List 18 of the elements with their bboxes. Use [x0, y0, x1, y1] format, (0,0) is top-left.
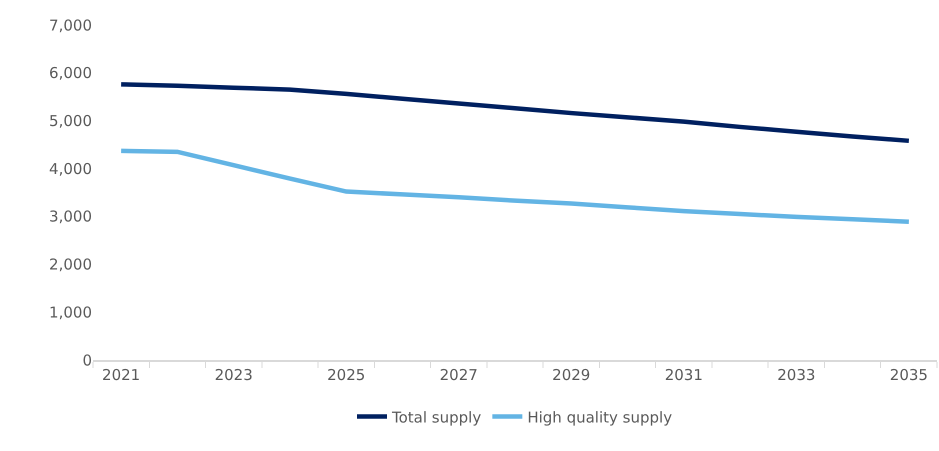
y-tick-label: 1,000	[49, 303, 92, 322]
y-tick-label: 3,000	[49, 208, 92, 226]
y-tick-label: 6,000	[49, 64, 92, 82]
y-tick-label: 4,000	[49, 160, 92, 178]
y-tick-label: 0	[82, 351, 92, 370]
legend-label: Total supply	[391, 408, 482, 426]
y-tick-label: 7,000	[49, 16, 92, 34]
x-tick-label: 2027	[440, 366, 478, 384]
legend-label: High quality supply	[527, 408, 672, 426]
x-tick-label: 2023	[214, 366, 253, 384]
y-tick-label: 2,000	[49, 256, 92, 274]
x-tick-label: 2029	[552, 366, 590, 384]
x-tick-label: 2033	[777, 366, 816, 384]
x-tick-label: 2021	[102, 366, 140, 384]
x-tick-label: 2025	[327, 366, 366, 384]
x-tick-label: 2031	[664, 366, 703, 384]
y-tick-label: 5,000	[49, 112, 92, 130]
x-tick-label: 2035	[890, 366, 928, 384]
